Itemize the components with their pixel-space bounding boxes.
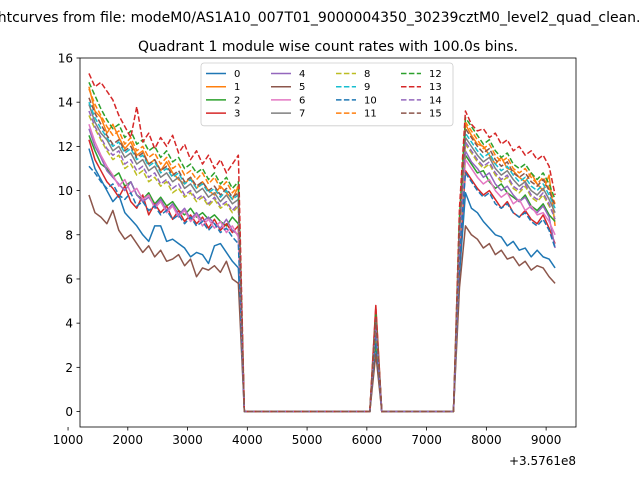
series-line-10 bbox=[88, 165, 556, 413]
legend-label-8: 8 bbox=[364, 69, 370, 80]
legend-label-0: 0 bbox=[234, 69, 240, 80]
x-tick-label: 3000 bbox=[172, 433, 203, 447]
legend-label-5: 5 bbox=[299, 82, 305, 93]
y-tick-label: 14 bbox=[58, 96, 73, 110]
y-tick-label: 0 bbox=[65, 405, 73, 419]
plot-area bbox=[88, 73, 556, 413]
y-tick-label: 6 bbox=[65, 272, 73, 286]
legend-label-12: 12 bbox=[429, 69, 442, 80]
x-axis-offset-label: +3.5761e8 bbox=[509, 454, 576, 468]
legend-label-9: 9 bbox=[364, 82, 370, 93]
y-axis: 0 2 4 6 8 10 12 14 16 bbox=[58, 52, 80, 419]
y-tick-label: 12 bbox=[58, 140, 73, 154]
legend-label-14: 14 bbox=[429, 95, 442, 106]
y-tick-label: 10 bbox=[58, 184, 73, 198]
x-axis: 1000 2000 3000 4000 5000 6000 7000 8000 9000 bbox=[53, 427, 562, 447]
figure-suptitle: Lightcurves from file: modeM0/AS1A10_007… bbox=[0, 10, 640, 26]
legend-label-3: 3 bbox=[234, 109, 240, 120]
legend-label-2: 2 bbox=[234, 95, 240, 106]
series-line-5 bbox=[88, 194, 556, 413]
x-tick-label: 6000 bbox=[352, 433, 383, 447]
x-tick-label: 9000 bbox=[531, 433, 562, 447]
axes-frame bbox=[79, 57, 577, 428]
series-line-11 bbox=[88, 88, 556, 413]
y-tick-label: 8 bbox=[65, 228, 73, 242]
x-tick-label: 1000 bbox=[53, 433, 84, 447]
legend-frame bbox=[200, 62, 454, 127]
y-tick-label: 2 bbox=[65, 361, 73, 375]
legend-label-7: 7 bbox=[299, 109, 305, 120]
y-tick-label: 16 bbox=[58, 52, 73, 66]
chart-title: Quadrant 1 module wise count rates with … bbox=[138, 39, 518, 55]
x-tick-label: 7000 bbox=[411, 433, 442, 447]
legend-label-15: 15 bbox=[429, 109, 442, 120]
series-line-0 bbox=[88, 148, 556, 413]
legend-label-11: 11 bbox=[364, 109, 377, 120]
series-line-15 bbox=[88, 97, 556, 413]
series-line-9 bbox=[88, 101, 556, 413]
legend-label-10: 10 bbox=[364, 95, 377, 106]
series-line-14 bbox=[88, 110, 556, 413]
legend-label-6: 6 bbox=[299, 95, 305, 106]
y-tick-label: 4 bbox=[65, 317, 73, 331]
legend-label-1: 1 bbox=[234, 82, 240, 93]
x-tick-label: 2000 bbox=[113, 433, 144, 447]
legend-label-13: 13 bbox=[429, 82, 442, 93]
x-tick-label: 4000 bbox=[232, 433, 263, 447]
legend-label-4: 4 bbox=[299, 69, 305, 80]
x-tick-label: 8000 bbox=[471, 433, 502, 447]
series-line-7 bbox=[88, 104, 556, 413]
series-line-1 bbox=[88, 86, 556, 413]
x-tick-label: 5000 bbox=[292, 433, 323, 447]
